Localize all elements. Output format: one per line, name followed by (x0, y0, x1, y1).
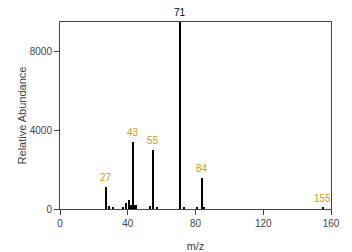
svg-text:160: 160 (323, 218, 340, 229)
svg-text:80: 80 (190, 218, 202, 229)
svg-text:71: 71 (174, 7, 186, 18)
svg-text:55: 55 (147, 135, 159, 146)
svg-text:0: 0 (57, 218, 63, 229)
svg-text:0: 0 (46, 204, 52, 215)
svg-text:m/z: m/z (187, 240, 205, 252)
svg-text:27: 27 (100, 172, 112, 183)
svg-text:40: 40 (122, 218, 134, 229)
svg-text:Relative Abundance: Relative Abundance (16, 67, 28, 165)
svg-text:120: 120 (255, 218, 272, 229)
svg-text:155: 155 (314, 193, 331, 204)
svg-text:84: 84 (196, 163, 208, 174)
svg-text:8000: 8000 (30, 46, 53, 57)
svg-text:43: 43 (127, 127, 139, 138)
svg-text:4000: 4000 (30, 125, 53, 136)
